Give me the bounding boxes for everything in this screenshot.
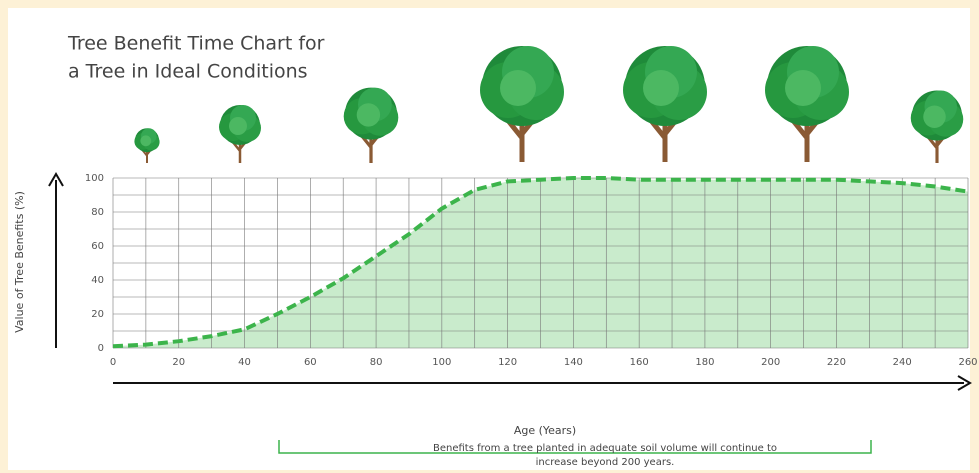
tree bbox=[480, 46, 564, 162]
x-tick-label: 160 bbox=[630, 357, 649, 368]
chart-title: Tree Benefit Time Chart for bbox=[67, 33, 325, 55]
x-tick-label: 0 bbox=[110, 357, 116, 368]
x-tick-label: 180 bbox=[695, 357, 714, 368]
y-tick-label: 40 bbox=[91, 275, 104, 286]
annotation: Benefits from a tree planted in adequate… bbox=[433, 443, 777, 454]
x-tick-label: 40 bbox=[238, 357, 251, 368]
x-tick-label: 220 bbox=[827, 357, 846, 368]
tree bbox=[623, 46, 707, 162]
x-tick-label: 120 bbox=[498, 357, 517, 368]
y-tick-label: 80 bbox=[91, 207, 104, 218]
leaf bbox=[643, 70, 679, 106]
leaf bbox=[923, 105, 946, 128]
annotation: increase beyond 200 years. bbox=[536, 457, 675, 468]
tree bbox=[134, 128, 160, 163]
x-arrowhead bbox=[957, 375, 972, 391]
leaf bbox=[229, 117, 247, 135]
y-arrowhead bbox=[48, 172, 64, 187]
x-tick-label: 80 bbox=[370, 357, 383, 368]
line bbox=[112, 176, 969, 349]
leaf bbox=[140, 135, 152, 147]
x-tick-label: 100 bbox=[432, 357, 451, 368]
tree bbox=[910, 90, 964, 163]
x-tick-label: 200 bbox=[761, 357, 780, 368]
x-tick-label: 260 bbox=[958, 357, 977, 368]
y-tick-label: 0 bbox=[98, 343, 104, 354]
y-tick-label: 20 bbox=[91, 309, 104, 320]
bracket bbox=[278, 440, 872, 454]
leaf bbox=[500, 70, 536, 106]
x-tick-label: 20 bbox=[172, 357, 185, 368]
y-axis-label: Value of Tree Benefits (%) bbox=[13, 191, 26, 333]
chart-title: a Tree in Ideal Conditions bbox=[68, 61, 308, 83]
x-tick-label: 140 bbox=[564, 357, 583, 368]
x-tick-label: 60 bbox=[304, 357, 317, 368]
x-tick-label: 240 bbox=[893, 357, 912, 368]
tree bbox=[219, 105, 261, 163]
leaf bbox=[785, 70, 821, 106]
tree bbox=[765, 46, 849, 162]
y-tick-label: 60 bbox=[91, 241, 104, 252]
y-tick-label: 100 bbox=[85, 173, 104, 184]
x-axis-label: Age (Years) bbox=[514, 424, 576, 437]
tree bbox=[343, 87, 399, 163]
leaf bbox=[356, 103, 381, 127]
